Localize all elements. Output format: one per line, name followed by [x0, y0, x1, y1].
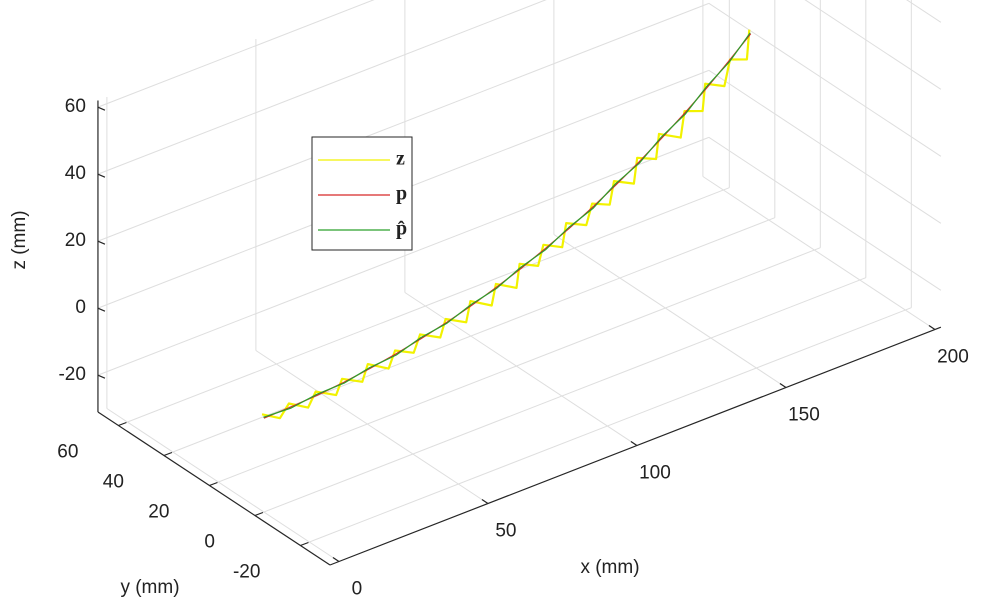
grid-line — [97, 136, 710, 376]
grid-line — [553, 234, 787, 388]
grid-line — [708, 136, 942, 291]
y-axis — [97, 411, 331, 566]
lines — [261, 29, 752, 420]
z-axis-label: z (mm) — [9, 210, 30, 269]
y-tick — [163, 451, 173, 457]
data-line — [263, 32, 751, 418]
grid-line — [106, 408, 340, 562]
x-axis — [329, 326, 942, 566]
grid-line — [708, 2, 942, 157]
x-axis-label: x (mm) — [580, 557, 639, 578]
grid-line — [404, 292, 638, 446]
grid-line — [209, 247, 821, 486]
y-tick-label: 20 — [148, 502, 169, 523]
y-tick-label: 40 — [103, 472, 124, 493]
y-axis-label: y (mm) — [120, 577, 179, 598]
legend-box — [311, 136, 413, 251]
x-tick-label: 0 — [352, 579, 363, 600]
grid-line — [906, 0, 942, 23]
legend-label: p — [396, 183, 407, 205]
grid-line — [97, 0, 375, 108]
grid-line — [97, 0, 547, 175]
z-tick — [97, 173, 106, 178]
grid-line — [255, 350, 489, 504]
y-tick-label: 0 — [204, 532, 215, 553]
grid-line — [804, 0, 942, 90]
z-tick-label: 40 — [65, 163, 86, 184]
y-tick-label: -20 — [233, 562, 260, 583]
z-tick-label: 60 — [65, 96, 86, 117]
z-tick-label: 0 — [75, 297, 86, 318]
grid-line — [254, 277, 867, 516]
x-tick — [928, 325, 936, 331]
grid-line — [118, 187, 730, 426]
x-tick — [332, 557, 340, 563]
grid-line — [97, 2, 710, 242]
y-tick — [254, 511, 264, 517]
y-tick — [209, 481, 218, 487]
z-tick-label: -20 — [58, 364, 85, 385]
grid — [97, 0, 942, 562]
z-tick — [97, 307, 106, 312]
grid-line — [702, 176, 936, 330]
x-tick-label: 100 — [639, 463, 671, 484]
legend-label: p̂ — [396, 218, 407, 240]
z-tick — [97, 240, 106, 245]
x-tick — [481, 499, 489, 505]
grid-line — [708, 69, 942, 224]
data-line — [261, 29, 751, 420]
legend: zp p̂ — [311, 136, 413, 251]
x-tick — [630, 441, 638, 447]
x-tick — [779, 383, 787, 389]
grid-line — [300, 307, 912, 546]
y-tick — [118, 421, 127, 427]
axes: 0 50 100 150 200 -20 0 20 40 60 -20 0 20 40 60 — [57, 96, 969, 599]
z-tick-label: 20 — [65, 230, 86, 251]
x-tick-label: 150 — [788, 405, 820, 426]
z-tick — [97, 106, 106, 111]
x-tick-label: 200 — [937, 347, 969, 368]
legend-label: z — [396, 148, 405, 170]
x-tick-label: 50 — [495, 521, 516, 542]
z-tick — [97, 374, 106, 379]
y-tick-label: 60 — [57, 442, 78, 463]
y-tick — [300, 541, 309, 547]
